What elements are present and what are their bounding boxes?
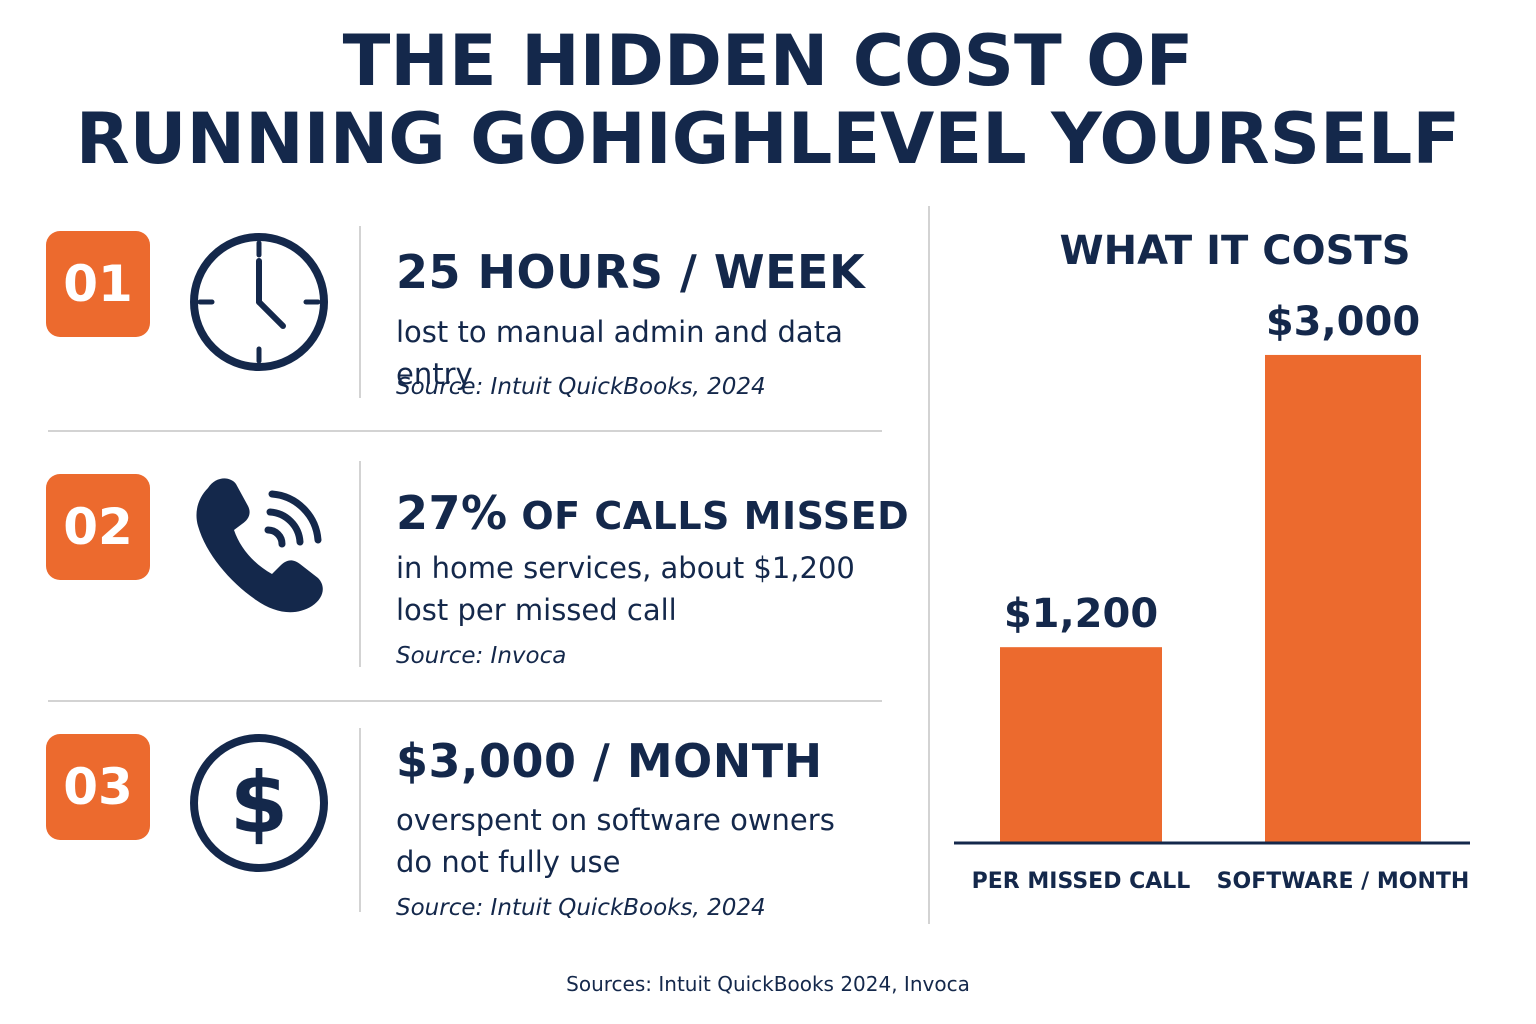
clock-icon <box>190 233 328 371</box>
stat-calls-missed-percent: 27% <box>396 486 508 540</box>
row-2-divider <box>359 461 361 667</box>
number-badge-01: 01 <box>46 231 150 337</box>
title-line-2: RUNNING GOHIGHLEVEL YOURSELF <box>75 98 1461 180</box>
number-badge-03: 03 <box>46 734 150 840</box>
page-title: THE HIDDEN COST OF RUNNING GOHIGHLEVEL Y… <box>0 22 1536 178</box>
dollar-icon: $ <box>190 734 328 872</box>
category-label-1: PER MISSED CALL <box>972 869 1191 894</box>
category-label-2: SOFTWARE / MONTH <box>1217 869 1470 894</box>
stat-2-description-line-2: lost per missed call <box>396 593 677 627</box>
stat-software-per-month: $3,000 / MONTH <box>396 734 823 788</box>
stat-1-source: Source: Intuit QuickBooks, 2024 <box>396 374 766 400</box>
stat-3-source: Source: Intuit QuickBooks, 2024 <box>396 895 766 921</box>
footer-sources: Sources: Intuit QuickBooks 2024, Invoca <box>566 972 970 996</box>
stat-calls-missed-label: OF CALLS MISSED <box>507 494 910 538</box>
cost-bar-chart: $1,200 PER MISSED CALL $3,000 SOFTWARE / MO… <box>954 299 1470 894</box>
stat-2-description-line-1: in home services, about $1,200 <box>396 551 855 585</box>
bar-value-label-2: $3,000 <box>1266 299 1420 345</box>
number-badge-02: 02 <box>46 474 150 580</box>
row-3-divider <box>359 728 361 912</box>
phone-icon <box>196 478 323 613</box>
stat-2-source: Source: Invoca <box>396 643 567 669</box>
stat-1-description: lost to manual admin and data entry <box>396 315 843 391</box>
stat-3-description: overspent on software owners do not full… <box>396 799 916 883</box>
bar-2 <box>1265 354 1421 842</box>
stat-calls-missed: 27% OF CALLS MISSED <box>396 486 909 540</box>
bar-value-label-1: $1,200 <box>1004 591 1158 637</box>
bar-1 <box>1000 647 1162 842</box>
stat-hours-per-week: 25 HOURS / WEEK <box>396 245 866 299</box>
svg-text:$: $ <box>230 754 288 852</box>
column-divider <box>928 206 930 924</box>
stat-2-description: in home services, about $1,200 lost per … <box>396 547 916 631</box>
chart-title: WHAT IT COSTS <box>1059 228 1411 274</box>
stat-3-description-line-2: do not fully use <box>396 845 621 879</box>
row-1-divider <box>359 226 361 398</box>
row-divider-1 <box>48 430 882 432</box>
row-divider-2 <box>48 700 882 702</box>
title-line-1: THE HIDDEN COST OF <box>342 20 1194 102</box>
stat-3-description-line-1: overspent on software owners <box>396 803 835 837</box>
